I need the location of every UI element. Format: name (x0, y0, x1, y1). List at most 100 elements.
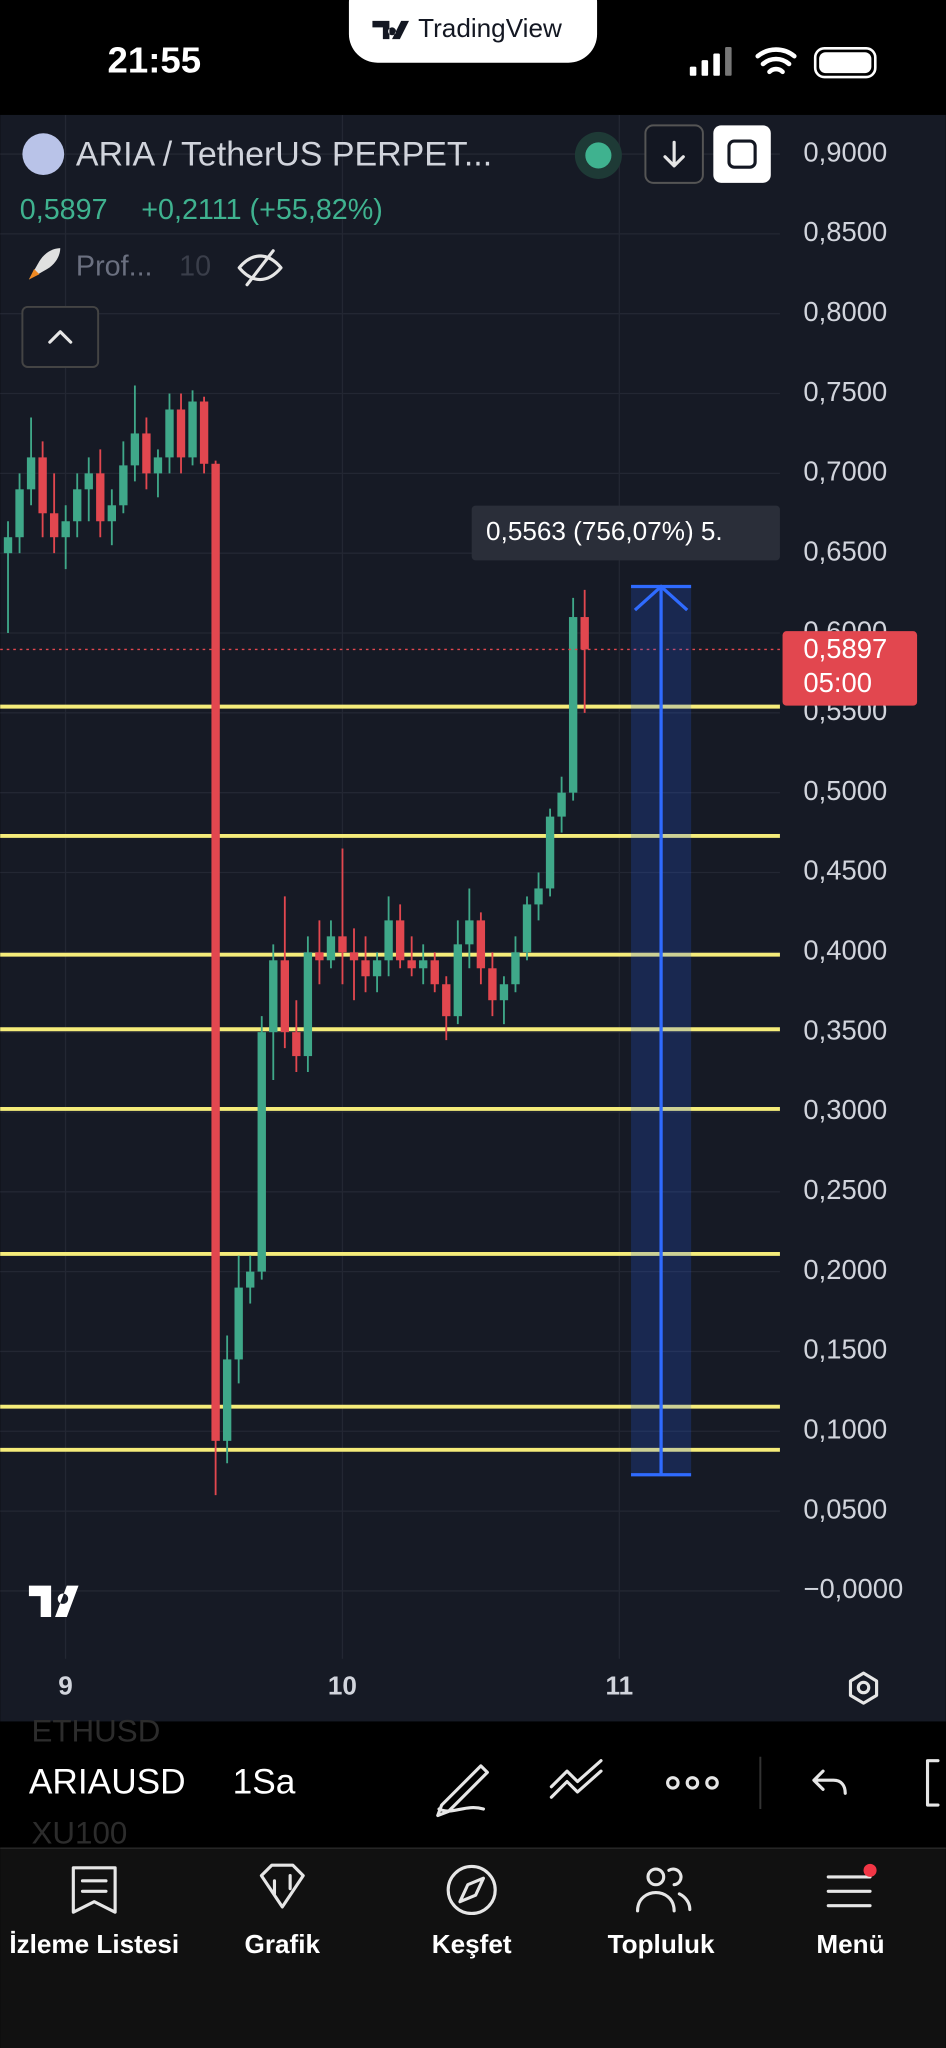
download-icon (663, 140, 685, 168)
tab-label[interactable]: Menü (816, 1929, 884, 1959)
battery-level (819, 52, 872, 74)
replay-button[interactable] (713, 125, 771, 183)
y-tick-label: 0,7000 (803, 456, 887, 487)
wifi (755, 47, 797, 75)
symbol-clip: ARIAUSD (29, 1762, 186, 1801)
candle-body (222, 1359, 232, 1441)
x-tick-label: 9 (58, 1670, 73, 1700)
tab-label[interactable]: İzleme Listesi (9, 1929, 179, 1959)
candle-body (476, 920, 486, 969)
candle-body (499, 984, 509, 1001)
measure-tooltip (471, 505, 780, 561)
candle-body (361, 960, 370, 977)
plot: 0,5563 (756,07%) 5. (0, 385, 780, 1496)
candle-body (165, 409, 174, 458)
tab-icon[interactable] (71, 1866, 117, 1914)
tab-icon[interactable] (446, 1864, 497, 1916)
symbol-icon (22, 133, 65, 176)
collapse-icon (48, 330, 73, 344)
clock: 21:55 (108, 39, 202, 80)
undo-icon[interactable] (812, 1769, 847, 1795)
candle-body (395, 920, 405, 961)
y-tick-label: 0,8500 (803, 216, 887, 247)
collapse-button[interactable] (21, 305, 100, 368)
candle-body (269, 960, 278, 1033)
candle-body (107, 505, 116, 522)
candle-body (372, 960, 382, 977)
battery (813, 47, 877, 79)
price-tag-value: 0,5897 (803, 633, 887, 664)
y-tick-label: 0,5000 (803, 775, 887, 806)
candle-body (407, 960, 416, 969)
hide-icon[interactable] (237, 249, 283, 287)
candle-body (292, 1032, 301, 1057)
x-tick-label: 10 (328, 1670, 357, 1700)
replay-icon (727, 139, 757, 169)
candle-body (3, 537, 13, 554)
tab-icon[interactable] (636, 1867, 692, 1913)
candle-body (188, 401, 197, 458)
candle-body (96, 473, 105, 522)
y-tick-label: 0,2500 (803, 1174, 887, 1205)
y-tick-label: −0,0000 (803, 1573, 903, 1604)
candle-body (534, 888, 543, 905)
tab-icon[interactable] (259, 1863, 305, 1909)
candle-body (442, 984, 451, 1017)
y-tick-label: 0,9000 (803, 136, 887, 167)
draw-icon[interactable] (436, 1764, 489, 1818)
y-tick-label: 0,1000 (803, 1414, 887, 1445)
tab-label[interactable]: Grafik (245, 1929, 321, 1959)
tab-icon[interactable] (826, 1875, 872, 1908)
candle-body (511, 952, 520, 985)
candle-body (580, 617, 589, 650)
candle-body (522, 904, 532, 953)
candle-body (315, 952, 324, 961)
candle-body (568, 617, 578, 793)
indicator-icon[interactable] (549, 1759, 603, 1799)
brand-pill[interactable] (348, 0, 598, 63)
tab-label[interactable]: Keşfet (432, 1929, 512, 1959)
brand-name: TradingView (418, 13, 562, 43)
candle-body (557, 792, 566, 817)
indicator-value: 10 (179, 250, 211, 282)
notification-dot (863, 1863, 877, 1877)
candle-body (545, 816, 555, 889)
candle-body (419, 960, 428, 969)
candle-body (119, 465, 128, 506)
candle-body (303, 952, 313, 1057)
tab-label[interactable]: Topluluk (608, 1929, 715, 1959)
candle-body (153, 457, 163, 474)
price-tag (782, 631, 918, 706)
settings-icon[interactable] (848, 1671, 879, 1705)
signal (689, 47, 732, 76)
y-tick-label: 0,3500 (803, 1014, 887, 1045)
candle-body (280, 960, 289, 1033)
candle-body (326, 936, 336, 961)
y-tick-label: 0,2000 (803, 1254, 887, 1285)
toolbar-symbol[interactable]: ARIAUSD (29, 1762, 186, 1801)
price-tag-countdown: 05:00 (803, 667, 872, 698)
candle-body (38, 457, 47, 514)
indicator-name[interactable]: Prof... (76, 250, 153, 282)
fullscreen-icon[interactable] (925, 1759, 940, 1807)
x-tick-label: 11 (606, 1670, 634, 1700)
measure-head (633, 584, 689, 612)
candle-body (257, 1032, 266, 1272)
y-tick-label: 0,4000 (803, 935, 887, 966)
symbol-name[interactable]: ARIA / TetherUS PERPET... (76, 136, 492, 174)
rocket-flame (28, 269, 40, 280)
settings-dot (856, 1680, 871, 1695)
tab-icon-needle (458, 1876, 486, 1904)
candle-body (349, 952, 359, 961)
candle-body (211, 463, 220, 1441)
interval[interactable]: 1Sa (233, 1762, 296, 1801)
candle-body (61, 521, 70, 538)
status-dot (585, 142, 612, 169)
more-icon[interactable] (666, 1776, 719, 1790)
y-tick-label: 0,6500 (803, 535, 887, 566)
y-tick-label: 0,3000 (803, 1094, 887, 1125)
candle-body (488, 968, 497, 1001)
candle-body (142, 433, 151, 474)
